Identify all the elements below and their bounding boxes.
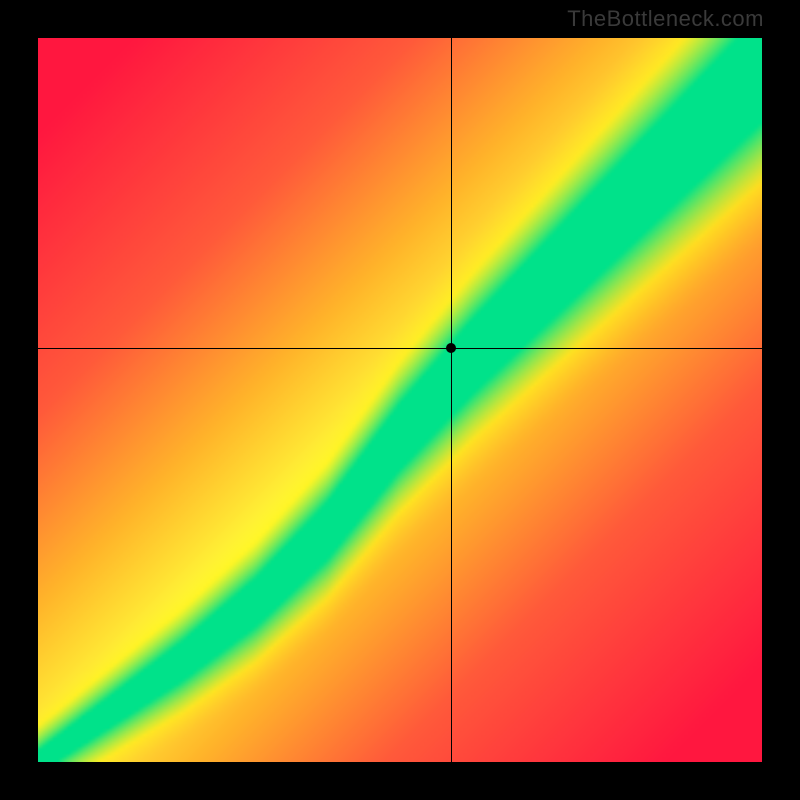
crosshair-horizontal bbox=[38, 348, 762, 349]
heatmap-canvas bbox=[38, 38, 762, 762]
watermark-text: TheBottleneck.com bbox=[567, 6, 764, 32]
crosshair-vertical bbox=[451, 38, 452, 762]
selection-marker bbox=[446, 343, 456, 353]
bottleneck-heatmap bbox=[38, 38, 762, 762]
